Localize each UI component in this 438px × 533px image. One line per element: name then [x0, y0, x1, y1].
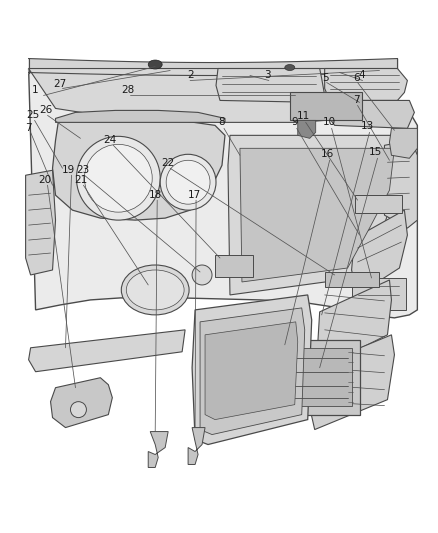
Text: 2: 2	[187, 69, 194, 79]
Text: 16: 16	[321, 149, 334, 159]
Polygon shape	[318, 280, 392, 368]
Circle shape	[71, 402, 86, 417]
Text: 6: 6	[353, 74, 360, 84]
Text: 26: 26	[39, 106, 52, 116]
Polygon shape	[56, 110, 225, 123]
Polygon shape	[385, 140, 417, 228]
Polygon shape	[28, 330, 185, 372]
Circle shape	[85, 144, 152, 212]
Ellipse shape	[126, 270, 184, 310]
Text: 23: 23	[76, 165, 89, 175]
Text: 22: 22	[162, 158, 175, 168]
Text: 1: 1	[32, 85, 39, 95]
Polygon shape	[28, 69, 397, 123]
Polygon shape	[389, 128, 417, 158]
Ellipse shape	[148, 60, 162, 69]
Polygon shape	[228, 135, 404, 295]
Ellipse shape	[121, 265, 189, 315]
Text: 11: 11	[297, 111, 311, 122]
Polygon shape	[53, 118, 225, 220]
Circle shape	[166, 160, 210, 204]
Polygon shape	[205, 322, 298, 419]
Text: 17: 17	[187, 190, 201, 200]
Bar	[262, 348, 352, 406]
Polygon shape	[298, 120, 316, 139]
Text: 13: 13	[361, 122, 374, 131]
Text: 24: 24	[104, 135, 117, 146]
Polygon shape	[28, 69, 417, 318]
Text: 19: 19	[62, 165, 75, 175]
Text: 9: 9	[291, 117, 298, 127]
Polygon shape	[25, 170, 56, 275]
Text: 25: 25	[26, 110, 39, 120]
Ellipse shape	[285, 64, 295, 70]
Polygon shape	[148, 432, 168, 467]
Circle shape	[192, 265, 212, 285]
Text: 20: 20	[38, 175, 51, 185]
Polygon shape	[325, 69, 407, 100]
Text: 10: 10	[323, 117, 336, 127]
Text: 21: 21	[74, 175, 87, 185]
Text: 5: 5	[322, 74, 329, 84]
Bar	[325, 272, 379, 287]
Polygon shape	[352, 210, 407, 295]
Text: 7: 7	[353, 95, 360, 106]
Circle shape	[160, 154, 216, 210]
Bar	[290, 92, 361, 120]
Polygon shape	[310, 335, 395, 430]
Polygon shape	[330, 100, 414, 128]
Polygon shape	[188, 427, 205, 464]
Polygon shape	[50, 378, 112, 427]
Text: 7: 7	[25, 123, 32, 133]
Polygon shape	[192, 295, 312, 445]
Polygon shape	[200, 308, 305, 434]
Text: 28: 28	[122, 85, 135, 95]
Text: 3: 3	[265, 69, 271, 79]
Text: 4: 4	[358, 69, 365, 79]
Polygon shape	[216, 69, 325, 102]
Polygon shape	[240, 148, 395, 282]
Bar	[355, 195, 403, 213]
Bar	[352, 278, 406, 310]
Text: 18: 18	[148, 190, 162, 200]
Bar	[215, 255, 253, 277]
Text: 27: 27	[53, 79, 66, 90]
Text: 8: 8	[219, 117, 225, 127]
Text: 15: 15	[369, 147, 382, 157]
Circle shape	[77, 136, 160, 220]
Bar	[255, 340, 360, 415]
